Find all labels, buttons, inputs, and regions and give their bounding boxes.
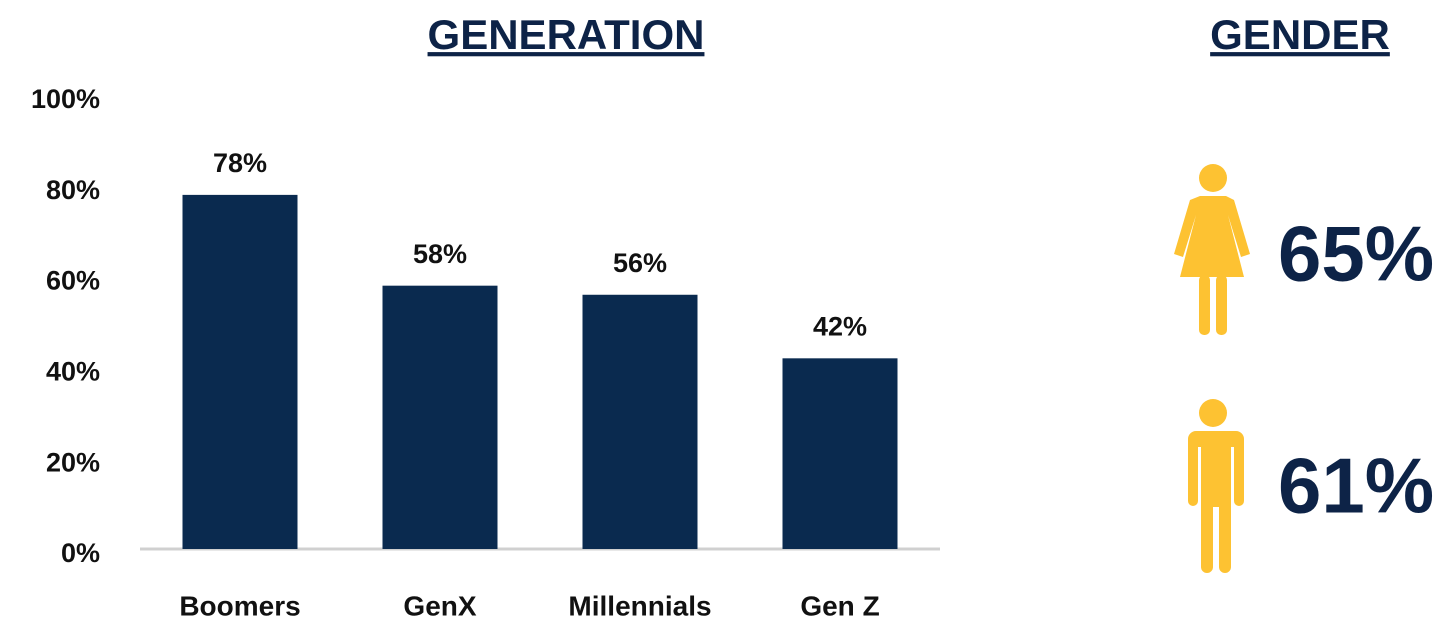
bar xyxy=(582,294,698,549)
y-tick-label: 100% xyxy=(31,84,100,114)
y-tick-label: 20% xyxy=(46,447,100,477)
y-tick-label: 80% xyxy=(46,175,100,205)
value-label: 58% xyxy=(413,239,467,269)
bar xyxy=(382,285,498,549)
value-label: 42% xyxy=(813,311,867,341)
male-icon xyxy=(1188,399,1244,573)
x-tick-label: Boomers xyxy=(179,590,300,621)
y-tick-label: 0% xyxy=(61,538,100,568)
bar xyxy=(182,194,298,549)
y-tick-label: 60% xyxy=(46,266,100,296)
x-tick-label: GenX xyxy=(403,590,476,621)
y-tick-label: 40% xyxy=(46,357,100,387)
x-tick-label: Millennials xyxy=(568,590,711,621)
female-icon xyxy=(1174,164,1250,335)
x-tick-label: Gen Z xyxy=(800,590,879,621)
value-label: 56% xyxy=(613,248,667,278)
gender-value: 61% xyxy=(1278,442,1434,530)
gender-value: 65% xyxy=(1278,210,1434,298)
bar xyxy=(782,358,898,549)
chart-title: GENERATION xyxy=(428,11,705,58)
gender-title: GENDER xyxy=(1210,11,1390,58)
value-label: 78% xyxy=(213,148,267,178)
